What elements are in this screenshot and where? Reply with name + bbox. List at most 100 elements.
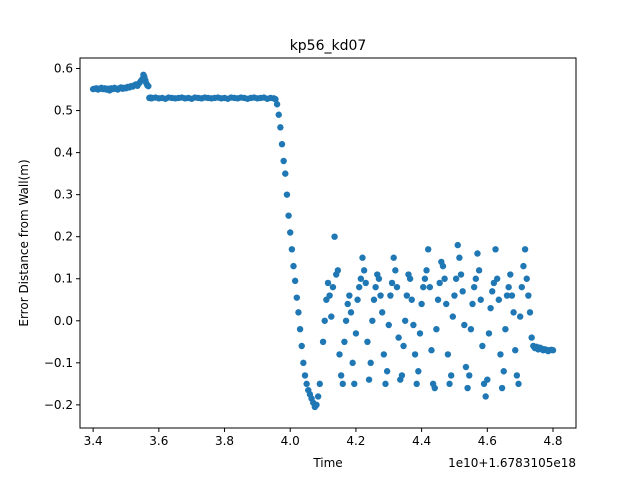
- data-point: [497, 351, 504, 358]
- data-point: [313, 401, 320, 409]
- data-point: [285, 212, 292, 219]
- data-point: [503, 292, 511, 299]
- data-point: [347, 309, 355, 316]
- data-point: [500, 368, 507, 375]
- data-point: [339, 380, 346, 388]
- data-point: [324, 279, 332, 287]
- data-point: [385, 321, 392, 329]
- data-point: [470, 283, 478, 291]
- data-point: [314, 393, 322, 400]
- data-point: [474, 250, 481, 257]
- data-point: [295, 309, 302, 316]
- data-point: [528, 334, 535, 341]
- data-point: [526, 309, 534, 316]
- data-point: [390, 254, 397, 261]
- data-point: [513, 372, 521, 379]
- data-point: [433, 325, 440, 333]
- data-point: [441, 275, 448, 282]
- data-point: [400, 342, 407, 350]
- data-point: [377, 292, 384, 299]
- data-point: [457, 271, 465, 278]
- y-tick-label: 0.2: [54, 230, 73, 244]
- data-point: [475, 267, 483, 274]
- data-point: [280, 157, 287, 165]
- data-point: [416, 330, 424, 337]
- data-point: [316, 380, 323, 388]
- data-point: [359, 254, 366, 261]
- data-point: [426, 283, 434, 291]
- data-point: [291, 277, 299, 285]
- data-point: [439, 262, 447, 270]
- data-point: [290, 262, 297, 270]
- data-point: [354, 296, 361, 303]
- data-point: [502, 325, 509, 333]
- data-point: [466, 372, 473, 379]
- axes: 3.4 3.6 3.8 4.0 4.2 4.4 4.6 4.8 −0.2 −0.1 0.0 0.1 0.…: [44, 57, 577, 448]
- data-point: [472, 275, 480, 282]
- y-tick-label: 0.3: [54, 188, 73, 202]
- data-point: [512, 347, 519, 354]
- data-point: [461, 321, 468, 329]
- data-point: [415, 368, 422, 375]
- data-point: [273, 101, 281, 108]
- data-point: [296, 325, 304, 333]
- y-tick-label: 0.1: [54, 272, 73, 286]
- data-point: [370, 296, 378, 303]
- data-point: [321, 317, 328, 324]
- data-point: [462, 363, 470, 371]
- data-point: [523, 275, 530, 282]
- data-point: [456, 254, 463, 261]
- data-point: [495, 296, 503, 303]
- data-point: [351, 380, 358, 388]
- y-tick-label: 0.0: [54, 314, 73, 328]
- data-point: [282, 170, 289, 177]
- data-point: [334, 267, 342, 274]
- data-point: [356, 283, 363, 291]
- data-point: [364, 338, 371, 346]
- data-point: [492, 246, 499, 253]
- x-tick-label: 4.2: [346, 434, 365, 448]
- data-point: [443, 300, 450, 308]
- data-point: [485, 330, 493, 337]
- data-point: [283, 191, 291, 198]
- data-point: [329, 283, 337, 291]
- data-point: [326, 292, 333, 299]
- data-point: [352, 330, 360, 337]
- data-point: [337, 372, 345, 379]
- y-tick-label: −0.2: [44, 398, 73, 412]
- x-tick-label: 4.8: [543, 434, 562, 448]
- x-axis-label: Time: [312, 456, 342, 470]
- data-point: [349, 359, 356, 367]
- data-point: [510, 309, 517, 316]
- data-point: [410, 321, 417, 329]
- y-tick-label: 0.4: [54, 146, 73, 160]
- data-point: [482, 393, 489, 400]
- data-point: [525, 292, 532, 299]
- data-point: [421, 275, 429, 282]
- data-point: [341, 338, 348, 346]
- data-point: [375, 275, 383, 282]
- data-point: [382, 380, 389, 388]
- data-point: [444, 351, 452, 358]
- data-point: [406, 275, 414, 282]
- data-point: [379, 309, 386, 316]
- data-point: [505, 283, 512, 291]
- data-point: [365, 376, 373, 383]
- x-tick-label: 3.6: [149, 434, 168, 448]
- data-point: [403, 292, 411, 299]
- data-point: [346, 292, 353, 299]
- data-point: [467, 325, 475, 333]
- data-point: [303, 380, 310, 388]
- data-point: [336, 351, 343, 358]
- data-point: [484, 376, 491, 383]
- data-point: [549, 347, 557, 354]
- data-point: [520, 262, 527, 270]
- data-point: [507, 271, 514, 278]
- data-point: [479, 342, 486, 350]
- data-point: [518, 283, 525, 291]
- data-point: [344, 300, 351, 308]
- chart-title: kp56_kd07: [290, 38, 367, 54]
- data-point: [395, 334, 402, 341]
- data-point: [446, 380, 453, 388]
